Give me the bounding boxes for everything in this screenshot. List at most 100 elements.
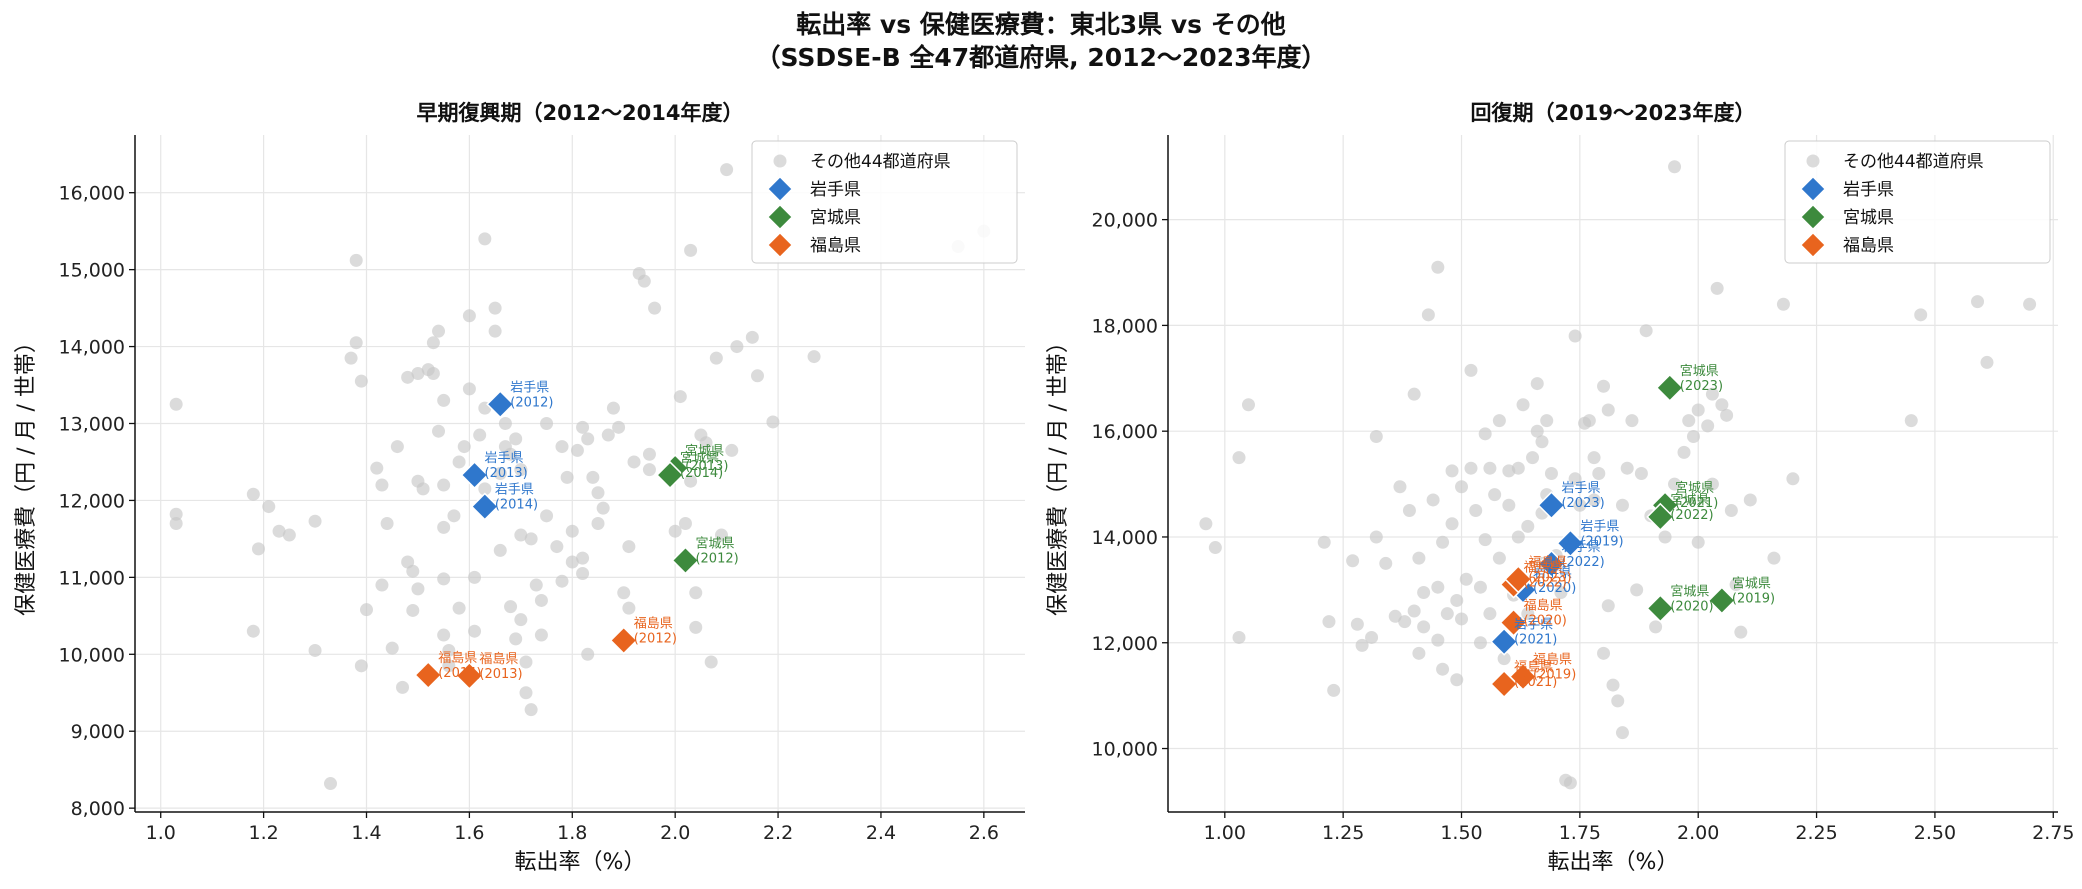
data-label-year: (2012) xyxy=(695,551,738,566)
data-point-other xyxy=(308,643,322,657)
data-label-岩手県: 岩手県 xyxy=(495,483,534,498)
data-point-other xyxy=(1625,414,1639,428)
data-point-other xyxy=(251,542,265,556)
data-label-year: (2022) xyxy=(1670,508,1713,523)
data-point-other xyxy=(1724,504,1738,518)
data-point-other xyxy=(344,351,358,365)
data-point-other xyxy=(1350,617,1364,631)
x-tick-label: 1.2 xyxy=(249,822,279,844)
data-point-other xyxy=(375,578,389,592)
data-point-other xyxy=(1317,535,1331,549)
data-label-year: (2023) xyxy=(1561,496,1604,511)
data-point-other xyxy=(1417,620,1431,634)
data-point-other xyxy=(766,415,780,429)
data-point-other xyxy=(540,509,554,523)
figure-title: 転出率 vs 保健医療費：東北3県 vs その他 xyxy=(796,10,1286,39)
data-label-岩手県: 岩手県 xyxy=(1514,618,1553,633)
data-point-福島県 xyxy=(1499,608,1528,637)
data-point-other xyxy=(385,641,399,655)
data-point-福島県 xyxy=(414,661,443,690)
data-point-other xyxy=(411,366,425,380)
y-tick-label: 13,000 xyxy=(59,413,125,435)
data-point-other xyxy=(1526,451,1540,465)
data-point-宮城県 xyxy=(1655,373,1684,402)
data-point-岩手県 xyxy=(1537,549,1566,579)
data-point-other xyxy=(1786,472,1800,486)
data-point-岩手県 xyxy=(1556,529,1585,558)
data-point-福島県 xyxy=(609,626,638,655)
legend-marker-福島県 xyxy=(1800,232,1826,258)
data-point-other xyxy=(519,655,533,669)
data-point-other xyxy=(1649,620,1663,634)
x-tick-label: 1.6 xyxy=(454,822,484,844)
data-label-year: (2021) xyxy=(1514,633,1557,648)
data-point-other xyxy=(570,443,584,457)
data-point-other xyxy=(1568,472,1582,486)
data-point-other xyxy=(169,397,183,411)
data-point-other xyxy=(1455,612,1469,626)
data-point-other xyxy=(1488,488,1502,502)
x-tick-label: 2.6 xyxy=(969,822,999,844)
legend-frame xyxy=(751,140,1018,264)
data-point-other xyxy=(1379,556,1393,570)
data-point-other xyxy=(1421,308,1435,322)
data-point-other xyxy=(1611,694,1625,708)
legend-label: 宮城県 xyxy=(1843,208,1894,228)
data-point-other xyxy=(1587,493,1601,507)
data-point-other xyxy=(380,517,394,531)
data-point-other xyxy=(1412,551,1426,565)
data-point-岩手県 xyxy=(470,492,499,521)
panel-title: 早期復興期（2012〜2014年度） xyxy=(417,101,744,125)
data-point-other xyxy=(1530,424,1544,438)
data-point-other xyxy=(668,524,682,538)
data-point-other xyxy=(648,301,662,315)
x-tick-label: 1.0 xyxy=(146,822,176,844)
data-point-other xyxy=(504,600,518,614)
data-point-other xyxy=(550,540,564,554)
data-point-other xyxy=(1587,451,1601,465)
y-tick-label: 8,000 xyxy=(71,798,125,820)
data-point-other xyxy=(432,424,446,438)
data-point-other xyxy=(1606,678,1620,692)
data-point-other xyxy=(447,509,461,523)
data-point-other xyxy=(709,351,723,365)
x-tick-label: 1.25 xyxy=(1322,822,1364,844)
data-point-other xyxy=(1492,551,1506,565)
data-label-福島県: 福島県 xyxy=(1528,555,1567,570)
data-point-other xyxy=(699,436,713,450)
data-point-other xyxy=(1369,429,1383,443)
data-point-other xyxy=(323,777,337,791)
data-point-other xyxy=(1530,377,1544,391)
data-label-岩手県: 岩手県 xyxy=(485,451,524,466)
data-point-other xyxy=(1710,281,1724,295)
y-tick-label: 14,000 xyxy=(59,337,125,359)
data-point-other xyxy=(468,570,482,584)
x-tick-label: 2.25 xyxy=(1795,822,1837,844)
data-point-other xyxy=(493,543,507,557)
data-label-岩手県: 岩手県 xyxy=(1580,519,1619,534)
data-point-other xyxy=(560,470,574,484)
data-point-other xyxy=(673,390,687,404)
data-point-宮城県 xyxy=(1707,586,1736,615)
x-tick-label: 2.00 xyxy=(1677,822,1719,844)
data-point-other xyxy=(426,366,440,380)
data-point-other xyxy=(1436,535,1450,549)
data-point-福島県 xyxy=(1490,669,1519,699)
data-point-other xyxy=(1980,355,1994,369)
data-point-other xyxy=(370,461,384,475)
data-point-other xyxy=(1478,533,1492,547)
data-point-other xyxy=(1473,636,1487,650)
data-point-other xyxy=(1478,427,1492,441)
data-point-other xyxy=(1232,451,1246,465)
data-point-岩手県 xyxy=(486,390,515,419)
data-label-宮城県: 宮城県 xyxy=(1675,480,1714,496)
data-point-other xyxy=(360,603,374,617)
data-point-other xyxy=(2023,297,2037,311)
data-point-other xyxy=(1597,646,1611,660)
data-label-岩手県: 岩手県 xyxy=(1561,540,1600,555)
data-label-year: (2021) xyxy=(1514,675,1557,690)
legend-marker-宮城県 xyxy=(1800,204,1826,230)
data-point-other xyxy=(637,274,651,288)
data-point-other xyxy=(349,336,363,350)
